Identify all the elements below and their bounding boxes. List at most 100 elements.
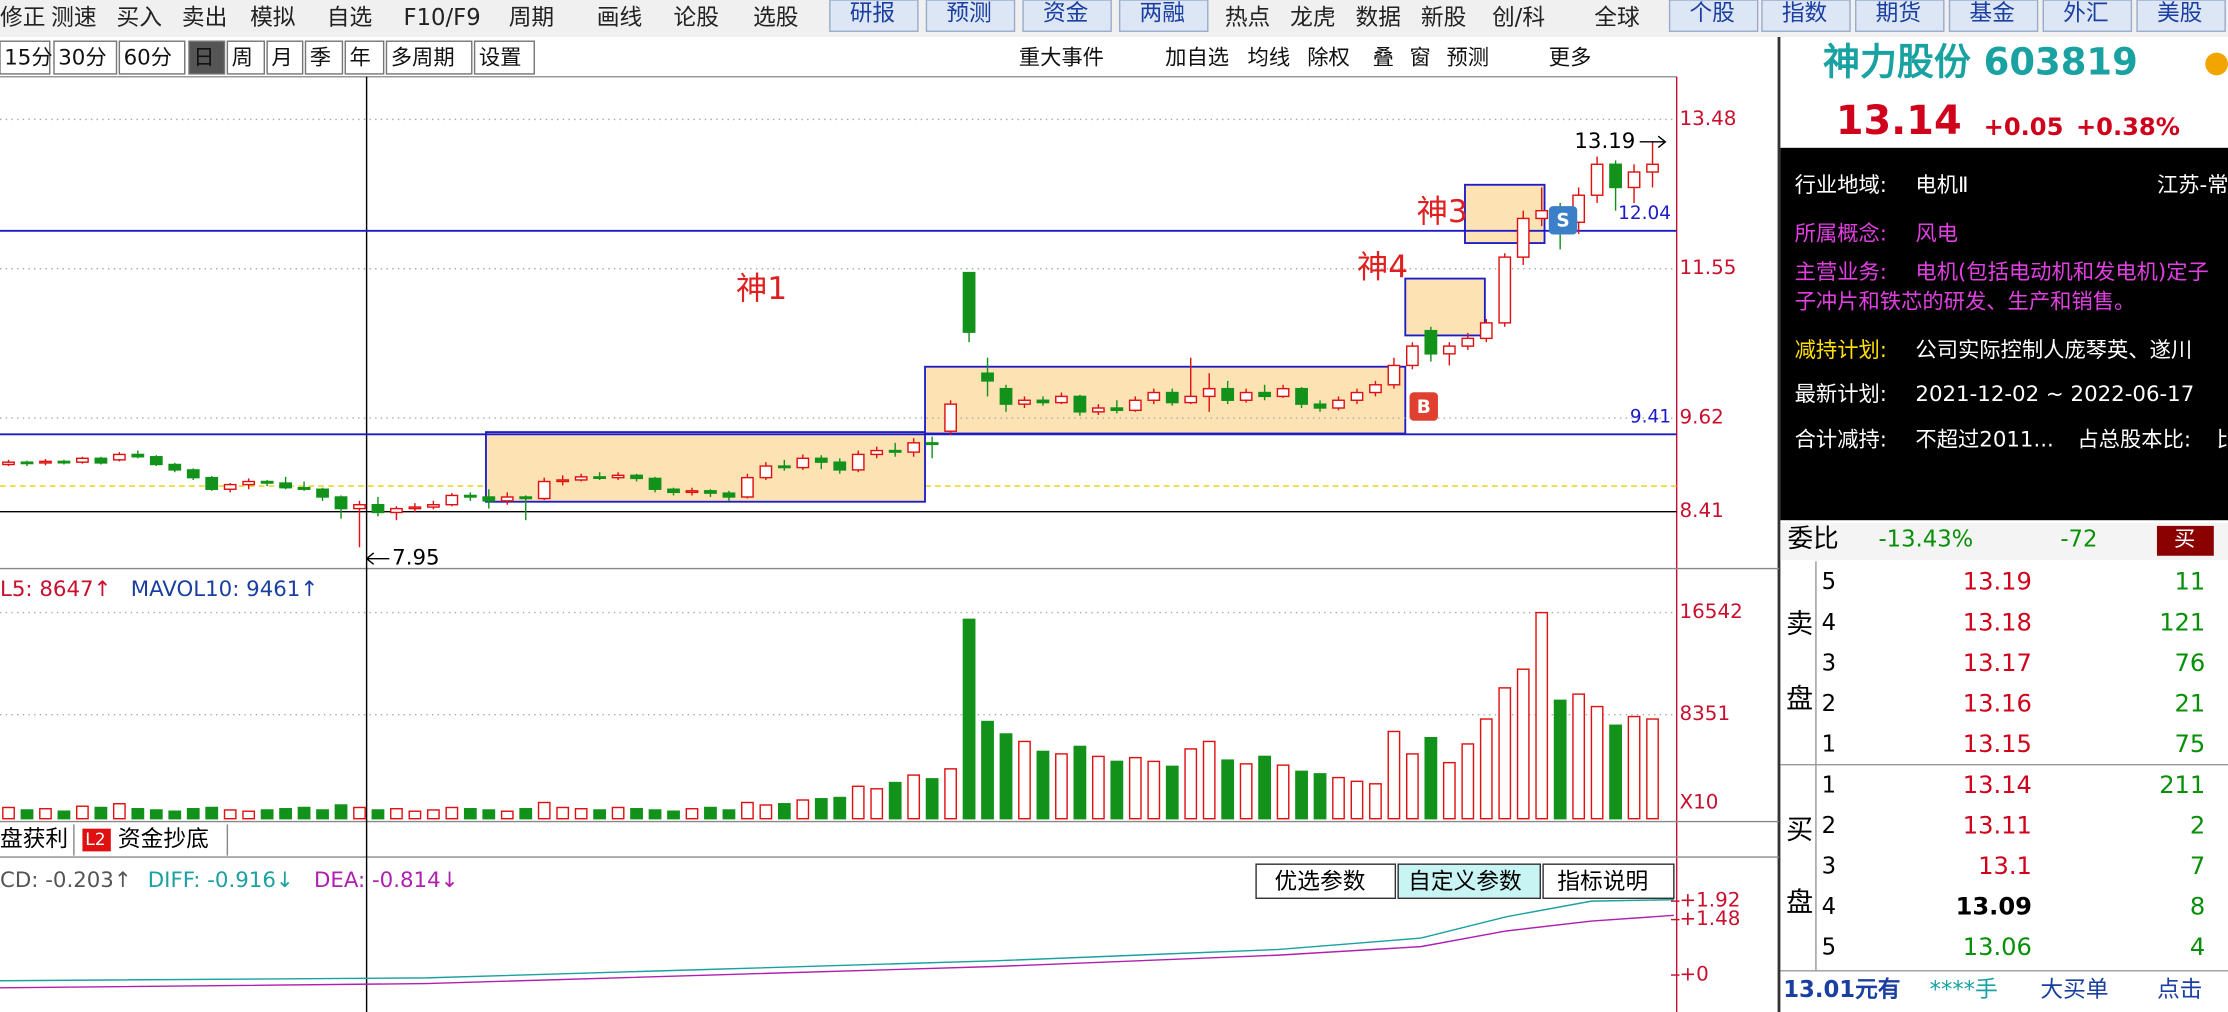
menu-item[interactable]: 选股: [753, 5, 798, 31]
menu-item[interactable]: 买入: [117, 5, 162, 31]
menu-item[interactable]: 修正: [0, 5, 45, 31]
menu-item[interactable]: 论股: [674, 5, 719, 31]
volume-bar: [1516, 668, 1530, 820]
menu-item[interactable]: F10/F9: [404, 5, 481, 31]
period-label[interactable]: 多周期: [391, 45, 455, 70]
candle-body: [1332, 399, 1345, 409]
tool-label[interactable]: 更多: [1549, 45, 1592, 70]
period-button[interactable]: [473, 40, 535, 75]
menu-button[interactable]: [1022, 0, 1112, 32]
candle-body: [39, 460, 52, 464]
period-label[interactable]: 30分: [58, 45, 106, 70]
buy-button[interactable]: [2156, 525, 2214, 556]
box: [1404, 277, 1486, 337]
period-button[interactable]: [385, 40, 473, 75]
period-label[interactable]: 周: [232, 45, 253, 70]
candle-body: [1535, 209, 1549, 220]
tab[interactable]: 资金抄底: [118, 827, 209, 853]
menu-button[interactable]: [2042, 0, 2133, 32]
tool-label[interactable]: 加自选: [1165, 45, 1229, 70]
bell-icon[interactable]: [2205, 52, 2228, 76]
menu-button-label[interactable]: 美股: [2157, 1, 2202, 27]
tool-label[interactable]: 预测: [1446, 45, 1489, 70]
volume-bar: [1165, 765, 1179, 820]
menu-button[interactable]: [1668, 0, 1759, 32]
tool-label[interactable]: 叠: [1373, 45, 1394, 70]
menu-button[interactable]: [2136, 0, 2226, 32]
tab[interactable]: 盘获利: [0, 827, 68, 853]
button-label[interactable]: 优选参数: [1275, 869, 1366, 895]
support-label: 12.04: [1618, 203, 1671, 224]
menu-button-label[interactable]: 两融: [1140, 1, 1185, 27]
menu-button-label[interactable]: 期货: [1876, 1, 1921, 27]
period-label[interactable]: 年: [350, 45, 371, 70]
info-text: 风电: [1915, 222, 1958, 247]
period-button[interactable]: [226, 40, 266, 75]
period-label[interactable]: 季: [310, 45, 331, 70]
period-label[interactable]: 月: [271, 45, 292, 70]
period-label[interactable]: 日: [193, 45, 214, 70]
buy-button-label[interactable]: 买: [2174, 527, 2195, 552]
period-button[interactable]: [188, 40, 226, 75]
volume-bar: [1091, 755, 1105, 820]
tool-label[interactable]: 除权: [1307, 45, 1350, 70]
candle-body: [1221, 387, 1235, 401]
candle-body: [1627, 171, 1641, 189]
volume-bar: [1461, 743, 1475, 820]
menu-button[interactable]: [1855, 0, 1945, 32]
menu-button[interactable]: [1118, 0, 1209, 32]
menu-item[interactable]: 画线: [597, 5, 642, 31]
footer[interactable]: 点击: [2157, 977, 2202, 1003]
period-button[interactable]: [53, 40, 118, 75]
button[interactable]: [1397, 863, 1541, 900]
tool-label[interactable]: 均线: [1248, 45, 1291, 70]
candle-body: [1313, 403, 1327, 409]
order-volume: 121: [2159, 608, 2205, 636]
tool-label[interactable]: 窗: [1410, 45, 1431, 70]
menu-item[interactable]: 全球: [1594, 5, 1640, 31]
period-button[interactable]: [344, 40, 385, 75]
menu-button[interactable]: [829, 0, 919, 32]
volume-bar: [334, 804, 348, 820]
menu-item[interactable]: 新股: [1421, 5, 1466, 31]
volume-bar: [833, 796, 847, 820]
highlight-boxes: [485, 183, 1546, 503]
info-text: 江苏-常: [2157, 173, 2228, 198]
menu-button-label[interactable]: 外汇: [2063, 1, 2108, 27]
menu-item[interactable]: 创/科: [1492, 5, 1545, 31]
button-label[interactable]: 自定义参数: [1408, 869, 1522, 895]
button-label[interactable]: 指标说明: [1557, 869, 1648, 895]
menu-button-label[interactable]: 个股: [1689, 1, 1734, 27]
period-label[interactable]: 15分: [4, 45, 52, 70]
menu-item[interactable]: 热点: [1225, 5, 1270, 31]
menu-button-label[interactable]: 基金: [1969, 1, 2015, 27]
volume-bar: [205, 806, 219, 820]
tool-label[interactable]: 重大事件: [1019, 45, 1104, 70]
period-label[interactable]: 设置: [479, 45, 522, 70]
menu-button[interactable]: [1761, 0, 1851, 32]
menu-button-label[interactable]: 研报: [850, 1, 895, 27]
menu-button-label[interactable]: 预测: [946, 1, 991, 27]
menu-item[interactable]: 测速: [51, 5, 96, 31]
menu-item[interactable]: 周期: [509, 5, 554, 31]
period-label[interactable]: 60分: [124, 45, 172, 70]
period-button[interactable]: [118, 40, 186, 75]
box: [1464, 183, 1546, 244]
volume-bar: [1442, 761, 1456, 820]
menu-button-label[interactable]: 指数: [1782, 1, 1828, 27]
menu-button[interactable]: [925, 0, 1016, 32]
candle-body: [777, 465, 791, 469]
menu-button-label[interactable]: 资金: [1043, 1, 1089, 27]
menu-item[interactable]: 自选: [327, 5, 372, 31]
menu-button[interactable]: [1948, 0, 2039, 32]
period-button[interactable]: [304, 40, 344, 75]
button[interactable]: [1255, 863, 1397, 900]
menu-item[interactable]: 龙虎: [1290, 5, 1335, 31]
menu-item[interactable]: 数据: [1356, 5, 1401, 31]
menu-item[interactable]: 卖出: [182, 5, 227, 31]
button[interactable]: [1542, 863, 1675, 900]
period-button[interactable]: [0, 40, 51, 75]
period-button[interactable]: [266, 40, 304, 75]
volume-bar: [667, 810, 680, 820]
menu-item[interactable]: 模拟: [250, 5, 296, 31]
